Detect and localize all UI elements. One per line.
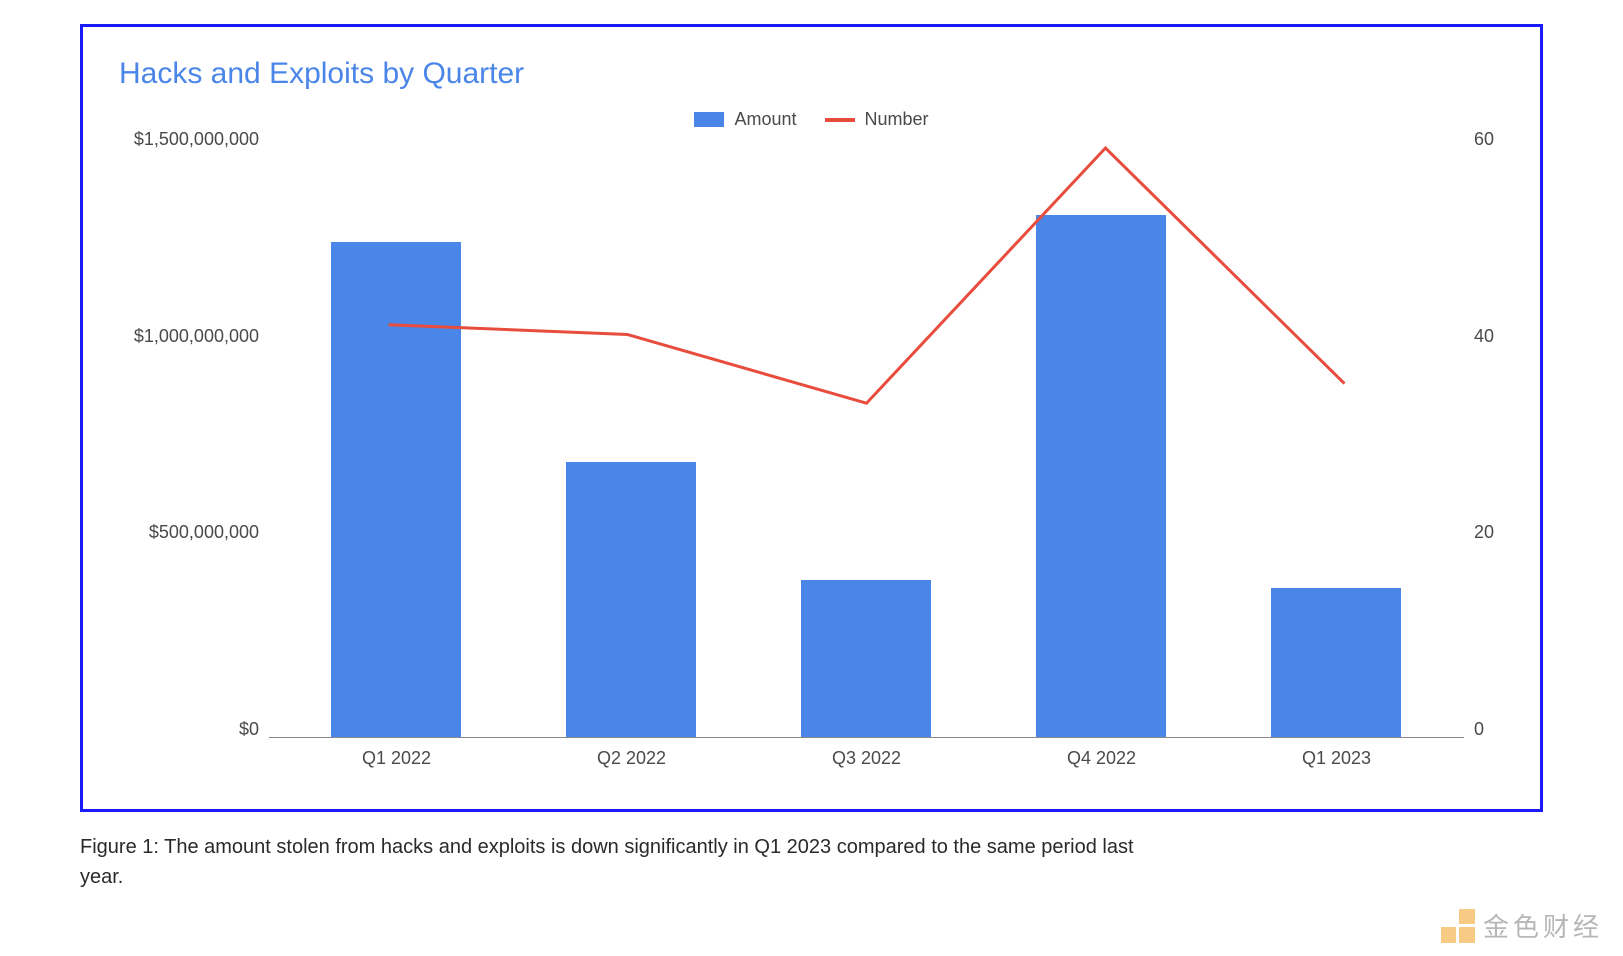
plot-area: $1,500,000,000$1,000,000,000$500,000,000…: [119, 148, 1504, 738]
watermark-text: 金色财经: [1483, 907, 1603, 944]
x-tick: Q1 2022: [279, 748, 514, 769]
y-axis-right: 6040200: [1464, 148, 1504, 738]
x-tick: Q4 2022: [984, 748, 1219, 769]
x-tick: Q1 2023: [1219, 748, 1454, 769]
legend-label-amount: Amount: [734, 109, 796, 130]
plot: [269, 148, 1464, 738]
line-overlay: [269, 148, 1464, 737]
legend-swatch-amount: [694, 112, 724, 127]
figure-caption: Figure 1: The amount stolen from hacks a…: [80, 832, 1180, 892]
x-axis: Q1 2022Q2 2022Q3 2022Q4 2022Q1 2023: [269, 738, 1464, 769]
legend-swatch-number: [825, 118, 855, 122]
x-tick: Q2 2022: [514, 748, 749, 769]
legend-label-number: Number: [865, 109, 929, 130]
x-tick: Q3 2022: [749, 748, 984, 769]
watermark-logo-icon: [1441, 909, 1475, 943]
watermark: 金色财经: [1441, 907, 1603, 944]
chart-legend: Amount Number: [119, 109, 1504, 130]
chart-frame: Hacks and Exploits by Quarter Amount Num…: [80, 24, 1543, 812]
legend-item-number: Number: [825, 109, 929, 130]
line-series: [388, 148, 1344, 403]
chart-title: Hacks and Exploits by Quarter: [119, 57, 1504, 91]
legend-item-amount: Amount: [694, 109, 796, 130]
y-axis-left: $1,500,000,000$1,000,000,000$500,000,000…: [119, 148, 269, 738]
